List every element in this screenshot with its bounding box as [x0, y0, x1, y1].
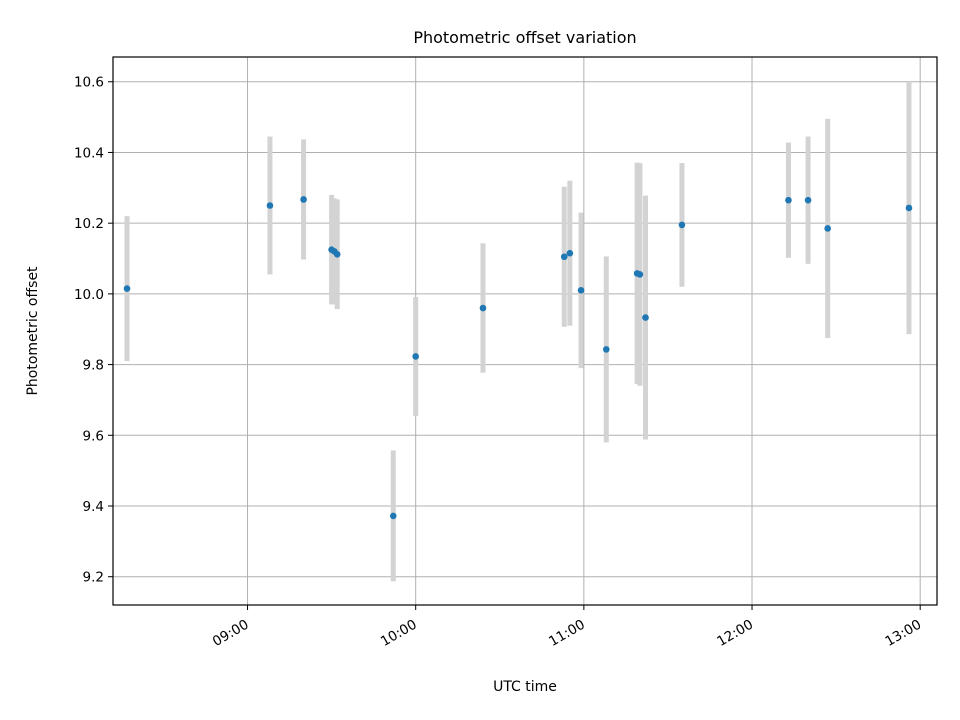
- y-tick-label: 10.2: [74, 216, 104, 232]
- y-tick-label: 10.0: [74, 287, 104, 303]
- y-tick-label: 10.4: [74, 145, 104, 161]
- data-point: [905, 204, 913, 212]
- y-tick-label: 9.6: [83, 428, 104, 444]
- data-point: [333, 250, 341, 258]
- data-point: [636, 271, 644, 278]
- chart-title: Photometric offset variation: [413, 28, 636, 47]
- data-point: [678, 221, 686, 229]
- data-point: [804, 196, 812, 204]
- y-tick-label: 9.8: [83, 358, 104, 374]
- y-tick-label: 10.6: [74, 75, 104, 91]
- y-axis-label: Photometric offset: [25, 266, 41, 396]
- data-point: [602, 346, 610, 353]
- data-point: [577, 287, 585, 294]
- y-tick-label: 9.2: [83, 570, 104, 586]
- grid: [113, 57, 937, 605]
- data-point: [479, 304, 487, 312]
- data-points: [123, 196, 913, 520]
- data-point: [266, 202, 274, 209]
- data-point: [824, 225, 831, 232]
- data-point: [566, 249, 574, 257]
- data-point: [642, 314, 649, 321]
- data-point: [389, 512, 397, 520]
- data-point: [412, 353, 419, 360]
- axis-ticks: [108, 81, 921, 610]
- data-point: [123, 285, 131, 292]
- data-point: [785, 196, 792, 204]
- plot-frame: [112, 56, 938, 606]
- data-point: [300, 196, 307, 203]
- data-point: [560, 253, 568, 261]
- x-axis-label: UTC time: [493, 679, 557, 695]
- y-tick-label: 9.4: [83, 499, 104, 515]
